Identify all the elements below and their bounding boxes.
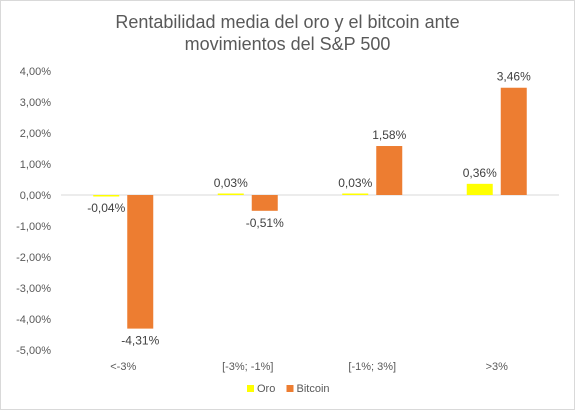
x-tick-label: [-3%; -1%] (222, 361, 273, 373)
bar-bitcoin-1 (127, 195, 154, 329)
legend-swatch-oro (247, 385, 254, 392)
legend: Oro Bitcoin (247, 383, 330, 395)
legend-swatch-bitcoin (286, 385, 294, 392)
y-tick-label: 2,00% (20, 128, 51, 140)
data-label-oro-3: 0,03% (338, 176, 372, 190)
data-label-bitcoin-3: 1,58% (372, 128, 406, 142)
bar-layer (93, 87, 527, 329)
bar-oro-3 (342, 193, 369, 195)
legend-label-bitcoin: Bitcoin (297, 383, 330, 395)
data-label-layer: -0,04% -4,31% 0,03% -0,51% 0,03% 1,58% 0,36% 3,… (87, 70, 531, 348)
data-label-oro-2: 0,03% (214, 176, 248, 190)
y-tick-label: -3,00% (16, 283, 51, 295)
data-label-oro-4: 0,36% (463, 166, 497, 180)
chart-title-line-1: Rentabilidad media del oro y el bitcoin … (115, 12, 460, 32)
y-tick-label: 1,00% (20, 159, 51, 171)
chart-title-line-2: movimientos del S&P 500 (184, 34, 391, 54)
x-tick-label: [-1%; 3%] (348, 361, 396, 373)
data-label-oro-1: -0,04% (87, 201, 125, 215)
bar-oro-1 (93, 195, 120, 197)
bar-oro-4 (466, 183, 493, 195)
bar-oro-2 (217, 193, 244, 195)
y-tick-label: -1,00% (16, 221, 51, 233)
axis-layer: 4,00% 3,00% 2,00% 1,00% 0,00% -1,00% -2,00% -3,… (16, 66, 559, 373)
data-label-bitcoin-2: -0,51% (246, 216, 284, 230)
y-tick-label: 0,00% (20, 190, 51, 202)
data-label-bitcoin-4: 3,46% (497, 70, 531, 84)
legend-label-oro: Oro (257, 383, 275, 395)
x-tick-label: >3% (486, 361, 509, 373)
y-tick-label: -2,00% (16, 252, 51, 264)
y-tick-label: 4,00% (20, 66, 51, 78)
y-tick-label: -4,00% (16, 314, 51, 326)
y-tick-label: -5,00% (16, 345, 51, 357)
data-label-bitcoin-1: -4,31% (121, 334, 159, 348)
bar-bitcoin-2 (251, 195, 278, 211)
x-tick-label: <-3% (110, 361, 136, 373)
bar-bitcoin-3 (376, 146, 403, 195)
bar-bitcoin-4 (500, 87, 527, 195)
chart-title: Rentabilidad media del oro y el bitcoin … (1, 11, 574, 55)
y-tick-label: 3,00% (20, 97, 51, 109)
